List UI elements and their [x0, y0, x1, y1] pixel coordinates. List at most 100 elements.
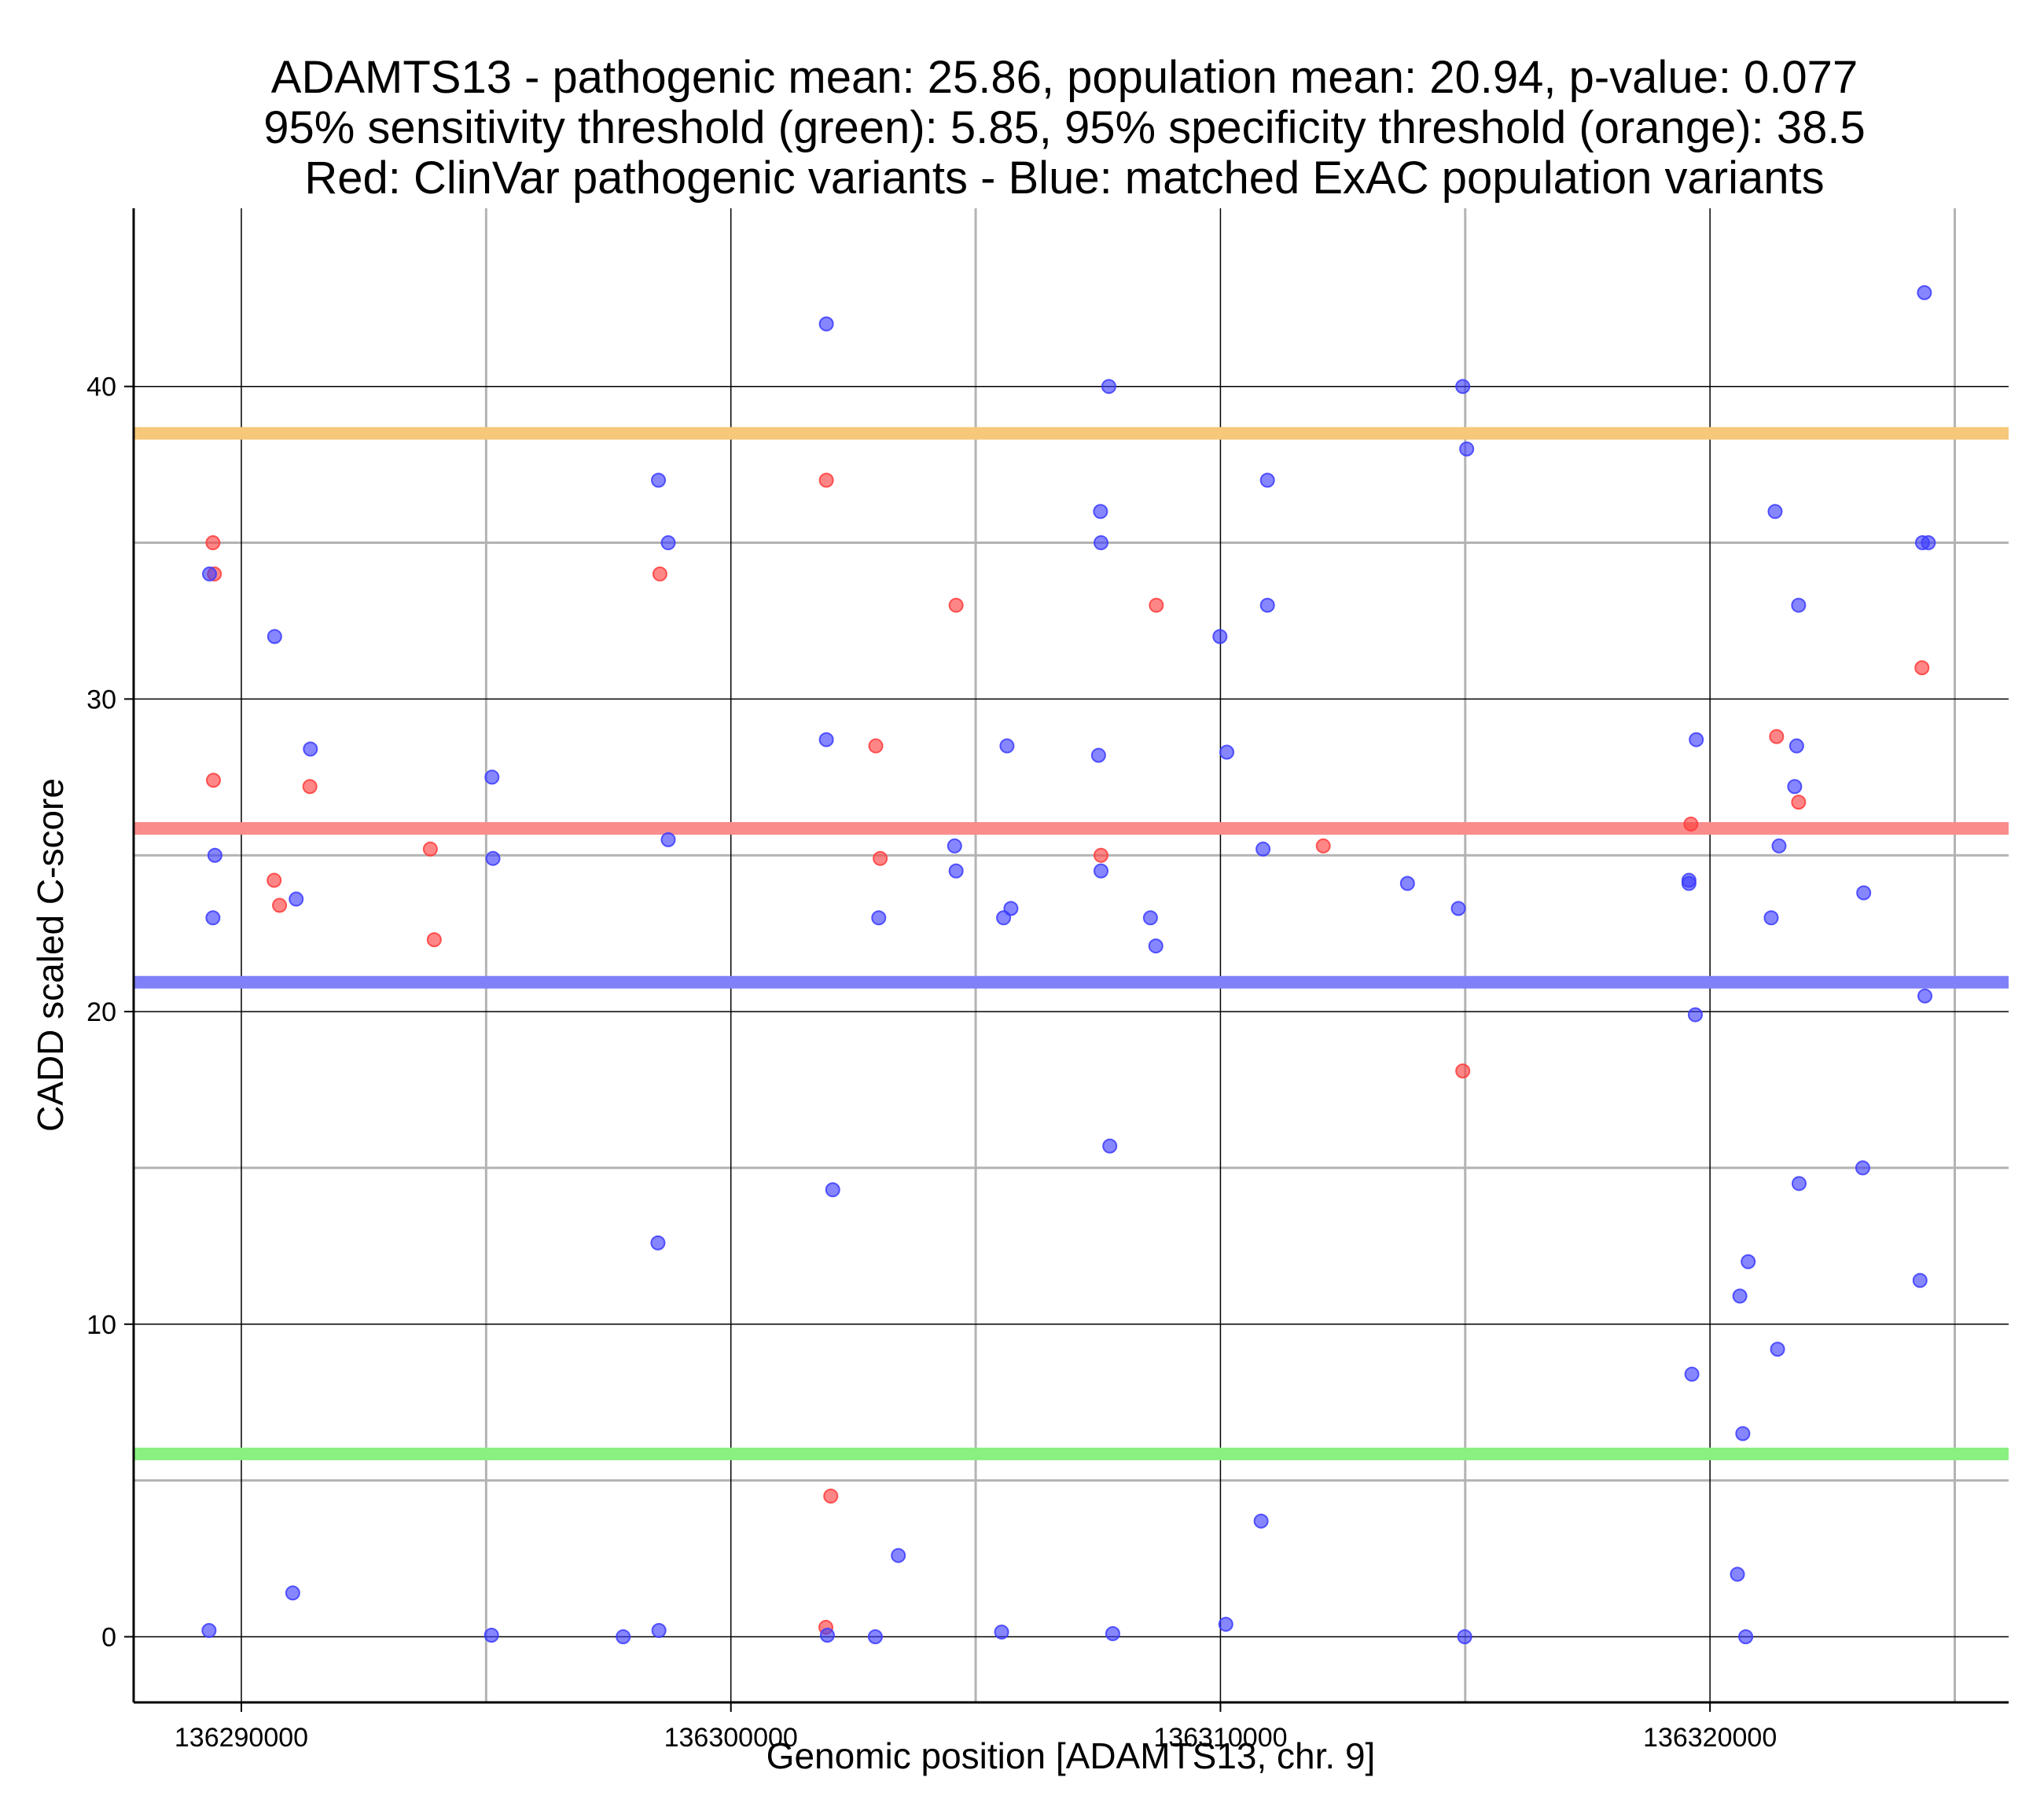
population-variant-point	[1732, 1288, 1748, 1304]
population-variant-point	[1791, 1176, 1807, 1192]
population-variant-point	[1770, 1342, 1785, 1357]
chart-title-line-3: Red: ClinVar pathogenic variants - Blue:…	[304, 152, 1824, 204]
population-variant-point	[994, 1625, 1009, 1640]
population-variant-point	[1917, 988, 1933, 1004]
population-variant-point	[1102, 1138, 1118, 1154]
y-tick-label: 20	[86, 997, 116, 1027]
population-variant-point	[201, 1623, 217, 1639]
pathogenic-variant-point	[823, 1489, 839, 1504]
pathogenic-variant-point	[206, 773, 222, 788]
population-variant-point	[818, 732, 834, 747]
pathogenic-variant-point	[873, 850, 888, 866]
population-variant-point	[1738, 1629, 1754, 1644]
population-variant-point	[202, 566, 218, 582]
population-variant-point	[1689, 732, 1704, 747]
population-variant-point	[825, 1182, 840, 1198]
population-variant-point	[1212, 629, 1228, 644]
pathogenic-variant-point	[267, 872, 282, 888]
population-variant-point	[1788, 738, 1804, 754]
population-variant-point	[485, 850, 501, 866]
population-variant-point	[289, 891, 304, 907]
population-variant-point	[660, 832, 676, 847]
population-variant-point	[1791, 597, 1807, 613]
population-variant-point	[891, 1548, 906, 1563]
pathogenic-variant-point	[1914, 660, 1930, 676]
population-variant-point	[948, 863, 964, 879]
pathogenic-variant-point	[422, 841, 438, 857]
x-axis-ticks: 136290000 136300000 136310000 136320000	[175, 1702, 1777, 1753]
population-variant-point	[1730, 1566, 1745, 1582]
population-variant-point	[1855, 1160, 1870, 1176]
y-tick-label: 10	[86, 1310, 116, 1340]
y-tick-label: 40	[86, 373, 116, 402]
population-variant-point	[1399, 876, 1415, 891]
x-tick-label: 136320000	[1643, 1723, 1777, 1753]
population-variant-point	[1093, 504, 1108, 520]
population-variant-point	[1255, 841, 1271, 857]
pathogenic-variant-point	[948, 597, 964, 613]
population-variant-point	[1741, 1254, 1756, 1269]
population-variant-point	[947, 838, 962, 854]
population-variant-point	[1921, 535, 1936, 551]
population-variant-point	[651, 472, 667, 488]
population-variant-point	[1917, 285, 1932, 300]
x-tick-label: 136300000	[664, 1723, 798, 1753]
y-axis-ticks: 0 10 20 30 40	[86, 373, 134, 1652]
pathogenic-variant-point	[272, 898, 288, 913]
population-variant-point	[267, 629, 282, 644]
chart-title-line-1: ADAMTS13 - pathogenic mean: 25.86, popul…	[271, 52, 1858, 103]
population-variant-point	[651, 1623, 667, 1639]
y-tick-label: 30	[86, 685, 116, 714]
population-variant-point	[1093, 535, 1108, 551]
population-variant-point	[650, 1235, 666, 1250]
population-variant-point	[1687, 1007, 1703, 1023]
population-variant-point	[484, 769, 500, 785]
population-variant-point	[1771, 838, 1787, 854]
population-variant-point	[207, 847, 222, 863]
population-variant-point	[285, 1585, 300, 1601]
population-variant-point	[819, 1627, 835, 1643]
pathogenic-variant-point	[818, 472, 834, 488]
pathogenic-variant-point	[1093, 847, 1108, 863]
population-variant-point	[1455, 379, 1471, 395]
threshold-lines	[134, 427, 2009, 1460]
population-variant-point	[1101, 379, 1116, 395]
population-variant-point	[1253, 1513, 1269, 1529]
population-variant-point	[616, 1629, 631, 1644]
x-tick-label: 136310000	[1153, 1723, 1287, 1753]
y-tick-label: 0	[101, 1622, 116, 1652]
pathogenic-variant-point	[1315, 838, 1331, 854]
pathogenic-variant-point	[868, 738, 884, 754]
population-variant-point	[1148, 938, 1164, 954]
pathogenic-variant-point	[1455, 1063, 1471, 1079]
pathogenic-variant-point	[1149, 597, 1164, 613]
population-variant-point	[1259, 597, 1275, 613]
population-variant-point	[1003, 901, 1019, 916]
population-variant-point	[1459, 441, 1475, 457]
y-axis-title: CADD scaled C-score	[30, 778, 71, 1132]
population-variant-point	[1912, 1272, 1928, 1288]
population-variant-point	[1218, 1617, 1233, 1632]
population-variant-point	[1787, 779, 1803, 795]
population-variant-point	[1856, 885, 1872, 901]
population-variant-point	[867, 1629, 883, 1644]
pathogenic-variant-point	[652, 566, 667, 582]
chart-title: ADAMTS13 - pathogenic mean: 25.86, popul…	[263, 52, 1866, 204]
population-variant-point	[871, 910, 887, 926]
pathogenic-variant-point	[205, 535, 221, 551]
population-variant-point	[303, 741, 318, 757]
population-variant-point	[205, 910, 221, 926]
pathogenic-variant-point	[426, 932, 442, 948]
pathogenic-variant-point	[1769, 729, 1785, 744]
population-variant-point	[1093, 863, 1108, 879]
x-axis-title: Genomic position [ADAMTS13, chr. 9]	[766, 1735, 1376, 1776]
pathogenic-variant-point	[1683, 816, 1699, 832]
pathogenic-variant-point	[302, 779, 318, 795]
minor-grid-lines	[134, 208, 2009, 1702]
population-variant-point	[483, 1627, 499, 1643]
pathogenic-variant-point	[1791, 795, 1807, 810]
population-variant-point	[1457, 1629, 1472, 1644]
population-variant-point	[1684, 1366, 1700, 1382]
population-variant-point	[1219, 744, 1235, 760]
